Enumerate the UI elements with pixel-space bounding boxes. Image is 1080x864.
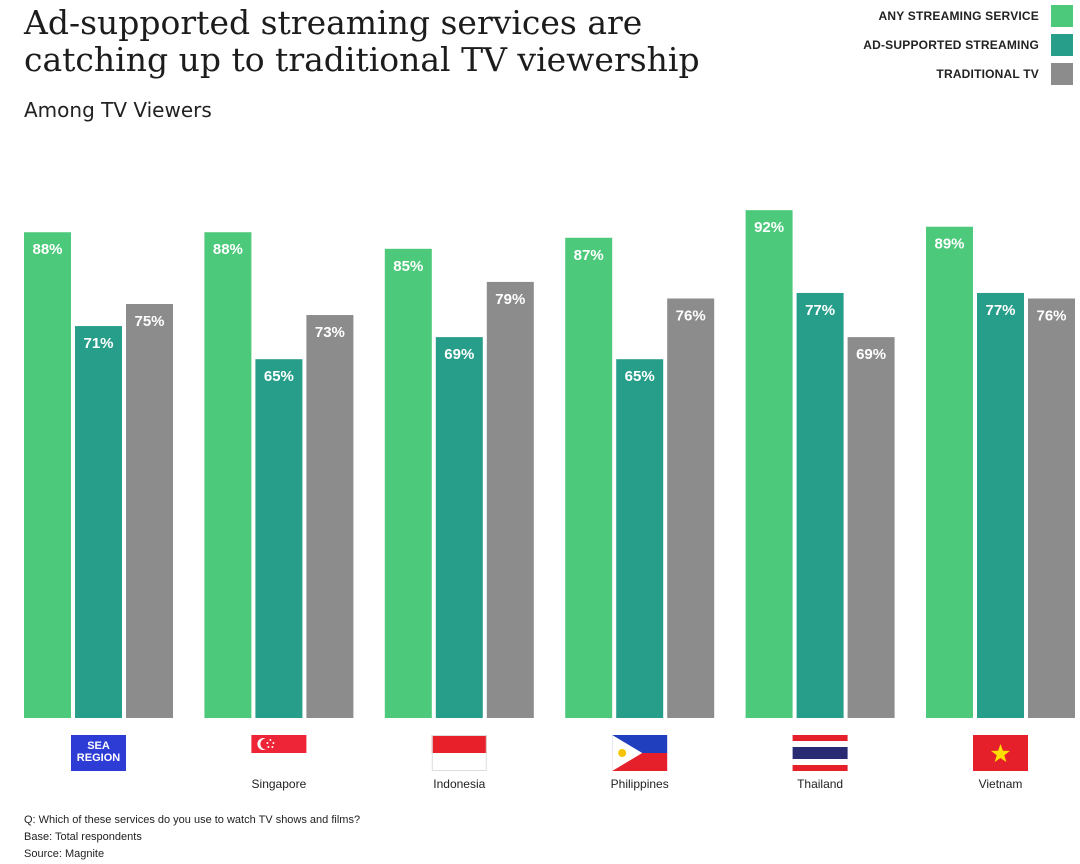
star [272,742,275,744]
bar-group: 89% 77% 76% [926,226,1075,718]
legend-swatch [1051,63,1073,85]
bar [616,359,664,718]
footnotes: Q: Which of these services do you use to… [24,812,360,863]
thailand-flag: Thailand [792,735,848,791]
flag-stripe [792,765,848,771]
vietnam-flag: Vietnam [973,735,1028,791]
data-label: 71% [83,335,113,352]
data-label: 77% [805,302,835,319]
data-label: 88% [213,241,243,258]
data-label: 89% [934,236,964,253]
data-label: 85% [393,258,423,275]
data-label: 88% [32,241,62,258]
legend-item-ad-supported: AD-SUPPORTED STREAMING [863,33,1073,57]
chart-subtitle: Among TV Viewers [24,98,212,122]
star [991,744,1010,763]
flag-stripe [792,747,848,759]
data-label: 79% [495,291,525,308]
star [271,746,274,748]
bar [847,337,895,718]
philippines-flag: Philippines [611,735,669,791]
category-label: SEA [87,740,110,752]
bar [435,337,483,718]
legend-item-traditional-tv: TRADITIONAL TV [863,62,1073,86]
bar [306,315,354,718]
sun [618,749,627,757]
bar-group: 87% 65% 76% [565,237,715,718]
data-label: 69% [444,346,474,363]
legend-label: ANY STREAMING SERVICE [878,9,1039,23]
legend: ANY STREAMING SERVICE AD-SUPPORTED STREA… [863,4,1073,91]
category-label: Singapore [252,777,307,791]
bar [255,359,303,718]
bar [204,232,252,718]
footnote-base: Base: Total respondents [24,831,142,843]
footnote-source: Source: Magnite [24,848,105,860]
bar [667,298,715,718]
data-label: 65% [625,368,655,385]
chart-title: Ad-supported streaming services are catc… [24,3,700,79]
bar [75,326,122,718]
star [267,746,270,748]
data-label: 69% [856,346,886,363]
data-label: 76% [676,307,706,324]
star [269,739,272,741]
legend-label: TRADITIONAL TV [936,67,1039,81]
data-label: 73% [315,324,345,341]
flag-stripe [792,759,848,765]
category-label: Indonesia [433,777,485,791]
data-label: 65% [264,368,294,385]
bar [126,304,173,718]
data-label: 87% [574,247,604,264]
badge-background [71,735,126,771]
legend-swatch [1051,5,1073,27]
flag-stripe [431,735,487,753]
bar-group: 88% 65% 73% [204,232,354,718]
flag-stripe [431,753,487,771]
flag-stripe [792,741,848,747]
bar [565,237,613,718]
singapore-flag: Singapore [251,735,307,791]
bar [745,210,793,718]
data-label: 76% [1036,307,1066,324]
legend-label: AD-SUPPORTED STREAMING [863,38,1039,52]
legend-item-any-streaming: ANY STREAMING SERVICE [863,4,1073,28]
bar-group: 88% 71% 75% [24,232,173,718]
bar [1028,298,1075,718]
indonesia-flag: Indonesia [431,735,487,791]
data-label: 92% [754,219,784,236]
bar-group: 92% 77% 69% [745,210,895,718]
category-label: Vietnam [979,777,1023,791]
bar [486,281,534,718]
footnote-question: Q: Which of these services do you use to… [24,814,361,826]
data-label: 75% [134,313,164,330]
category-label: REGION [77,752,120,764]
bar [977,292,1024,718]
bar-group: 85% 69% 79% [384,248,534,719]
flag-border [431,735,487,771]
bar [24,232,71,718]
category-label: Thailand [797,777,843,791]
data-label: 77% [985,302,1015,319]
bar [384,248,432,719]
flag-triangle [612,735,643,771]
star [266,742,269,744]
category-label: Philippines [611,777,669,791]
bar [796,292,844,718]
legend-swatch [1051,34,1073,56]
flag-stripe [251,753,307,771]
flag-stripe [792,735,848,741]
bar [926,226,973,718]
